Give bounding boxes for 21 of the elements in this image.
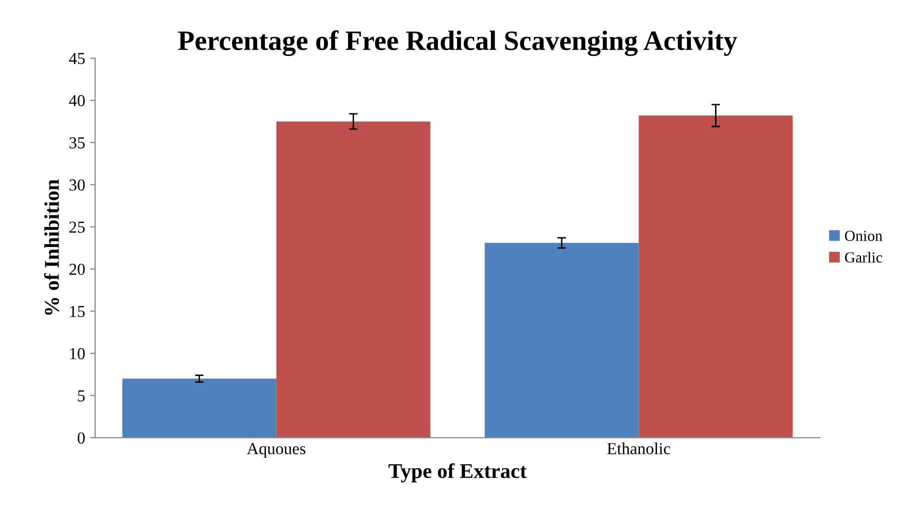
- bar: [276, 121, 430, 438]
- y-tick-label: 40: [69, 95, 85, 106]
- chart-title: Percentage of Free Radical Scavenging Activity: [178, 30, 738, 56]
- y-tick-label: 5: [78, 390, 85, 402]
- y-tick-label: 35: [70, 137, 85, 148]
- legend-label: Garlic: [845, 252, 882, 263]
- bar: [484, 242, 639, 438]
- bar: [122, 378, 276, 438]
- x-tick-label: Aquoues: [246, 443, 306, 458]
- x-axis-title: Type of Extract: [388, 463, 527, 482]
- y-tick-label: 20: [69, 264, 85, 275]
- y-tick-label: 15: [70, 306, 85, 318]
- legend-label: Onion: [845, 230, 882, 242]
- x-tick-label: Ethanolic: [607, 442, 670, 454]
- y-tick-label: 0: [78, 432, 85, 444]
- bar: [638, 116, 793, 438]
- y-axis-title: % of Inhibition: [44, 179, 60, 315]
- y-tick-label: 25: [69, 222, 85, 233]
- y-tick-label: 45: [69, 53, 85, 64]
- y-tick-label: 30: [70, 179, 85, 191]
- y-tick-label: 10: [70, 348, 85, 360]
